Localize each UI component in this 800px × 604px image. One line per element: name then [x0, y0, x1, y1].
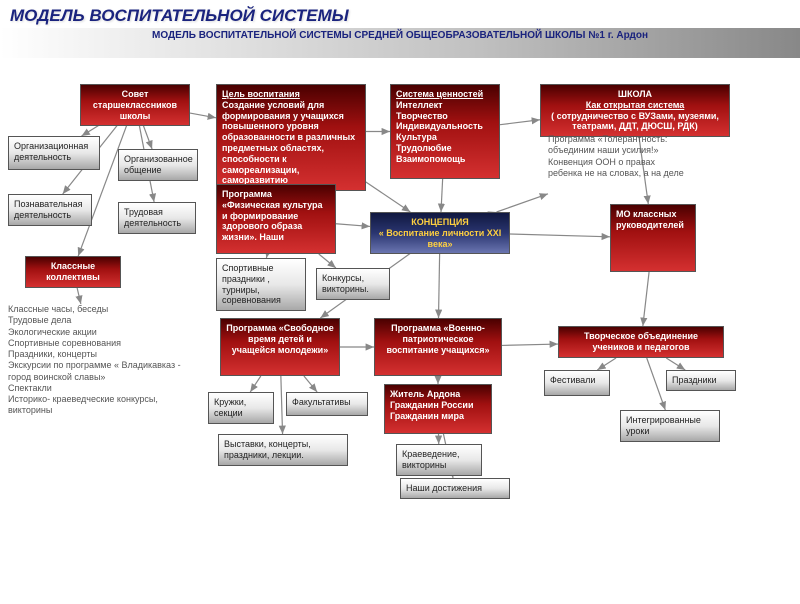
edge-phys-concept [336, 224, 370, 227]
node-festival: Фестивали [544, 370, 610, 396]
subtitle: МОДЕЛЬ ВОСПИТАТЕЛЬНОЙ СИСТЕМЫ СРЕДНЕЙ ОБ… [70, 30, 730, 43]
edge-phys-contest [319, 254, 336, 268]
edge-creative-holidays [666, 358, 685, 370]
node-org-comm: Организованное общение [118, 149, 198, 181]
node-free-time: Программа «Свободное время детей и учаще… [220, 318, 340, 376]
node-council: Совет старшеклассников школы [80, 84, 190, 126]
edge-goal-concept [361, 179, 410, 212]
node-circles: Кружки, секции [208, 392, 274, 424]
edge-free-time-circles [250, 376, 261, 392]
node-school: ШКОЛАКак открытая система( сотрудничеств… [540, 84, 730, 137]
node-class-coll: Классные коллективы [25, 256, 121, 288]
node-creative: Творческое объединение учеников и педаго… [558, 326, 724, 358]
edge-free-time-exhib [281, 376, 283, 434]
node-sport-hol: Спортивные праздники , турниры, соревнов… [216, 258, 306, 311]
node-contest: Конкурсы, викторины. [316, 268, 390, 300]
title-bar: МОДЕЛЬ ВОСПИТАТЕЛЬНОЙ СИСТЕМЫ СРЕДНЕЙ ОБ… [0, 28, 800, 58]
edge-mo-creative [643, 272, 649, 326]
node-phys: Программа «Физическая культура и формиро… [216, 184, 336, 254]
edge-creative-festival [597, 358, 616, 370]
node-org-activity: Организационная деятельность [8, 136, 100, 170]
node-mo: МО классных руководителей [610, 204, 696, 272]
edge-concept-military [439, 252, 440, 318]
node-achieve: Наши достижения [400, 478, 510, 499]
edge-free-time-elective [304, 376, 317, 392]
node-local: Краеведение, викторины [396, 444, 482, 476]
node-citizen: Житель АрдонаГражданин РоссииГражданин м… [384, 384, 492, 434]
node-cogn: Познавательная деятельность [8, 194, 92, 226]
node-goal: Цель воспитанияСоздание условий для форм… [216, 84, 366, 191]
node-elective: Факультативы [286, 392, 368, 416]
edge-values-concept [441, 179, 443, 212]
edge-creative-integr [647, 358, 666, 410]
main-title: МОДЕЛЬ ВОСПИТАТЕЛЬНОЙ СИСТЕМЫ [0, 0, 800, 26]
node-values: Система ценностейИнтеллектТворчествоИнди… [390, 84, 500, 179]
node-holidays: Праздники [666, 370, 736, 391]
edge-military-creative [502, 344, 558, 345]
node-labor: Трудовая деятельность [118, 202, 196, 234]
node-concept: КОНЦЕПЦИЯ« Воспитание личности XXI века» [370, 212, 510, 254]
node-military: Программа «Военно-патриотическое воспита… [374, 318, 502, 376]
node-integr: Интегрированные уроки [620, 410, 720, 442]
diagram-canvas: Совет старшеклассников школы Цель воспита… [0, 64, 800, 604]
node-tolerance: Программа «Толерантность: объединим наши… [548, 134, 688, 204]
node-exhib: Выставки, концерты, праздники, лекции. [218, 434, 348, 466]
edge-concept-tolerance [497, 194, 548, 212]
edge-concept-mo [510, 234, 610, 237]
node-class-list: Классные часы, беседыТрудовые делаЭколог… [8, 304, 186, 444]
edge-council-goal [190, 113, 216, 118]
edge-values-school [500, 120, 540, 125]
